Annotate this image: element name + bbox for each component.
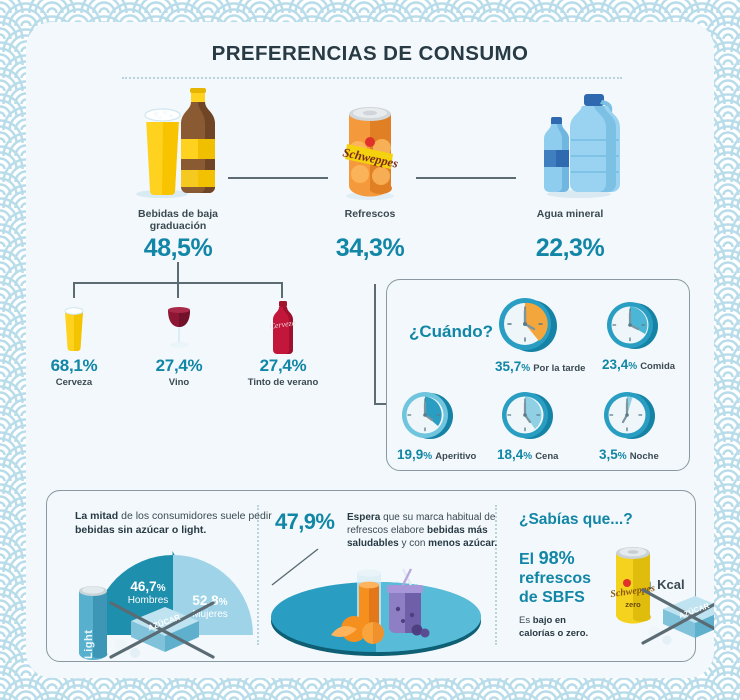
sugar-cube-crossed-icon-2: AZÚCAR — [641, 587, 714, 649]
cuando-item-value: 23,4% — [602, 357, 638, 372]
light-can-icon — [67, 579, 119, 665]
soda-can-icon: Schweppes — [334, 92, 406, 202]
cuando-item-label: Comida — [640, 361, 676, 372]
clock-icon — [604, 392, 655, 439]
top-category-label: Agua mineral — [536, 208, 604, 220]
donut-name-hombres: Hombres — [127, 595, 169, 606]
tree-drop-mid — [177, 282, 179, 298]
water-bottles-icon — [524, 84, 634, 199]
middle-value: 47,9% — [275, 509, 335, 534]
sub-category-value: 27,4% — [259, 356, 307, 375]
sabias-head-line3: de SBFS — [519, 589, 585, 606]
sub-category-label: Tinto de verano — [247, 377, 319, 388]
mid-mid1: que su marca habitual de refrescos elabo… — [347, 512, 496, 536]
clock-icon — [502, 392, 553, 439]
sub-category-vino: 27,4% Vino — [124, 356, 234, 388]
bl-text-mid1: de los consumidores suele pedir — [118, 510, 272, 522]
sub-category-value: 27,4% — [155, 356, 203, 375]
cuando-item-value: 3,5% — [599, 447, 627, 462]
svg-text:Cerveza: Cerveza — [269, 318, 296, 331]
connector-line-1 — [228, 177, 328, 179]
connector-line-2 — [416, 177, 516, 179]
juice-drinks-disc-icon — [265, 563, 487, 659]
top-category-label: Refrescos — [344, 208, 396, 220]
mid-bold1: Espera — [347, 512, 381, 523]
sub-category-tinto: 27,4% Tinto de verano — [228, 356, 338, 388]
top-category-value: 22,3% — [535, 234, 605, 262]
sugar-cube-crossed-icon: AZÚCAR — [107, 599, 217, 661]
down-arrow-kcal-icon: ↓ Kcal — [647, 577, 685, 592]
sabias-sub-a: Es — [519, 615, 533, 626]
sabias-headline: El 98% refrescos de SBFS — [519, 549, 624, 607]
sabias-sub-b: bajo en — [532, 615, 566, 626]
mid-mid2: y con — [398, 538, 429, 549]
sabias-title: ¿Sabías que...? — [519, 511, 633, 528]
sub-category-label: Vino — [168, 377, 190, 388]
cuando-item-label: Aperitivo — [435, 451, 477, 462]
top-category-refrescos: Refrescos 34,3% — [270, 208, 470, 263]
cuando-item-cena: 18,4% Cena — [497, 388, 558, 464]
top-category-value: 48,5% — [143, 234, 213, 262]
tree-stem — [177, 262, 179, 284]
clock-icon — [499, 298, 557, 352]
top-category-value: 34,3% — [335, 234, 405, 262]
mid-bold3: menos azúcar. — [428, 538, 498, 549]
cuando-connector-vertical — [374, 284, 376, 404]
sub-category-label: Cerveza — [55, 377, 93, 388]
divider-1 — [257, 505, 259, 645]
divider-2 — [495, 505, 497, 645]
infographic-canvas: PREFERENCIAS DE CONSUMO — [26, 22, 714, 678]
cuando-connector-horizontal — [374, 403, 388, 405]
bl-text-bold1: La mitad — [75, 510, 119, 522]
zero-can-icon: Schweppes zero — [604, 539, 662, 631]
wine-glass-icon — [162, 302, 196, 352]
tree-drop-right — [281, 282, 283, 298]
cuando-panel: ¿Cuándo? 35,7% Por la tarde — [386, 279, 690, 471]
cuando-item-value: 18,4% — [497, 447, 533, 462]
donut-label-hombres: 46,7% Hombres — [113, 579, 183, 607]
cuando-item-label: Noche — [629, 451, 659, 462]
cuando-title: ¿Cuándo? — [409, 322, 494, 341]
cuando-item-label: Cena — [535, 451, 559, 462]
donut-value-hombres: 46,7% — [130, 579, 166, 594]
mid-bold2: bebidas más saludables — [347, 525, 488, 549]
sub-category-value: 68,1% — [50, 356, 98, 375]
donut-name-mujeres: Mujeres — [192, 609, 228, 620]
cuando-item-value: 19,9% — [397, 447, 433, 462]
title-divider — [122, 77, 622, 79]
clock-icon — [607, 302, 658, 349]
top-category-agua: Agua mineral 22,3% — [470, 208, 670, 263]
cuando-item-value: 35,7% — [495, 359, 531, 374]
can-variant-text: zero — [625, 600, 641, 609]
cuando-item-label: Por la tarde — [533, 363, 586, 374]
page-title: PREFERENCIAS DE CONSUMO — [211, 42, 529, 65]
sabias-head-a: El — [519, 551, 539, 568]
light-can-label: Light — [83, 629, 95, 659]
bottom-panel: La mitad de los consumidores suele pedir… — [46, 490, 714, 665]
red-bottle-icon: Cerveza — [268, 300, 298, 354]
tree-drop-left — [73, 282, 75, 298]
sabias-sub-c: calorías o zero. — [519, 627, 589, 639]
middle-leader-line — [268, 548, 319, 586]
cuando-item-por-la-tarde: 35,7% Por la tarde — [495, 294, 585, 376]
clock-icon — [402, 392, 453, 439]
top-category-bebidas: Bebidas de baja graduación 48,5% — [78, 208, 278, 263]
beer-glass-and-bottle-icon — [118, 84, 238, 199]
cuando-item-noche: 3,5% Noche — [599, 388, 659, 464]
bl-text-bold2: bebidas sin azúcar o light. — [75, 524, 207, 536]
middle-text: Espera que su marca habitual de refresco… — [347, 511, 507, 550]
sabias-subtext: Es bajo en calorías o zero. — [519, 615, 629, 640]
sub-category-cerveza: 68,1% Cerveza — [26, 356, 129, 388]
cuando-item-aperitivo: 19,9% Aperitivo — [397, 388, 476, 464]
bottom-left-text: La mitad de los consumidores suele pedir… — [75, 509, 290, 537]
sabias-head-line2: refrescos — [519, 570, 592, 587]
beer-glass-icon — [56, 302, 92, 352]
cuando-item-comida: 23,4% Comida — [602, 298, 675, 374]
top-category-label: Bebidas de baja graduación — [138, 208, 218, 232]
sabias-head-b: 98% — [538, 548, 575, 568]
